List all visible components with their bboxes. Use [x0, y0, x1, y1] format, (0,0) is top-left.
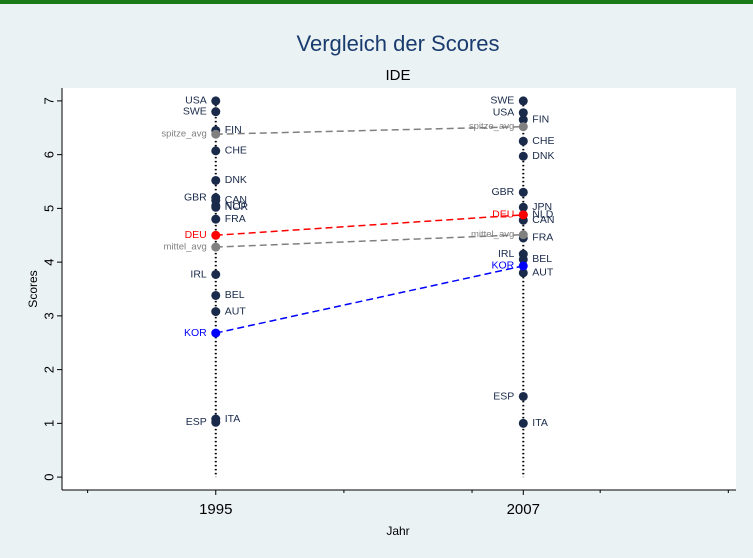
point-label: FRA — [532, 232, 553, 244]
point — [518, 418, 528, 428]
connector-line — [215, 233, 524, 248]
point-label: spitze_avg — [161, 129, 206, 140]
point-label: GBR — [492, 186, 515, 198]
point — [518, 391, 528, 401]
point-label: SWE — [183, 105, 207, 117]
x-tick-label: 1995 — [199, 501, 232, 518]
point-label: KOR — [492, 260, 515, 272]
point — [211, 307, 221, 317]
point-label: CHE — [532, 135, 554, 147]
point — [211, 230, 221, 240]
point-label: FIN — [532, 113, 549, 125]
point-label: AUT — [532, 267, 554, 279]
point — [518, 268, 528, 278]
point-label: ESP — [493, 390, 514, 402]
point-label: AUT — [225, 305, 247, 317]
connector-line — [215, 214, 524, 237]
point — [211, 202, 221, 212]
top-border — [0, 0, 753, 4]
y-tick-label: 3 — [41, 312, 56, 319]
point-label: FRA — [225, 213, 246, 225]
connector-line — [215, 125, 524, 135]
y-tick-label: 5 — [41, 205, 56, 212]
point — [518, 230, 528, 240]
point — [211, 269, 221, 279]
point-label: NLD — [532, 209, 553, 221]
point-label: DNK — [532, 150, 554, 162]
point — [211, 328, 221, 338]
point — [518, 96, 528, 106]
y-tick-label: 1 — [41, 420, 56, 427]
point-label: DEU — [492, 209, 514, 221]
connector-line — [215, 265, 524, 334]
point-label: CAN — [532, 214, 554, 226]
point-label: spitze_avg — [469, 121, 514, 132]
chart-subtitle: IDE — [385, 67, 410, 84]
y-tick-label: 0 — [41, 473, 56, 480]
x-tick-label: 2007 — [507, 501, 540, 518]
point-label: GBR — [184, 191, 207, 203]
point — [211, 107, 221, 117]
point — [518, 202, 528, 212]
point-label: KOR — [184, 327, 207, 339]
point — [518, 151, 528, 161]
plot-area — [62, 88, 736, 490]
y-axis-title: Scores — [26, 270, 40, 307]
x-axis-title: Jahr — [386, 524, 409, 538]
point-label: mittel_avg — [471, 229, 514, 240]
point-label: ITA — [532, 417, 548, 429]
point — [518, 122, 528, 132]
point-label: JPN — [532, 201, 552, 213]
point-label: CAN — [225, 194, 247, 206]
y-tick-label: 2 — [41, 366, 56, 373]
point-label: SWE — [490, 95, 514, 107]
point-label: FIN — [225, 124, 242, 136]
point-label: ITA — [225, 413, 241, 425]
point-label: DEU — [185, 229, 207, 241]
point-label: NLD — [225, 199, 246, 211]
point — [211, 175, 221, 185]
point — [518, 210, 528, 220]
point-label: NOR — [225, 201, 249, 213]
point — [211, 414, 221, 424]
point-label: ESP — [186, 416, 207, 428]
point-label: mittel_avg — [163, 242, 206, 253]
y-tick-label: 6 — [41, 151, 56, 158]
point — [518, 115, 528, 125]
point-label: BEL — [532, 253, 552, 265]
point — [518, 254, 528, 264]
point-label: DNK — [225, 174, 247, 186]
point — [518, 187, 528, 197]
point-label: CHE — [225, 145, 247, 157]
point — [518, 136, 528, 146]
y-tick-label: 4 — [41, 259, 56, 266]
point — [518, 108, 528, 118]
point — [211, 129, 221, 139]
point — [211, 146, 221, 156]
point-label: IRL — [498, 248, 515, 260]
point — [211, 290, 221, 300]
point-label: BEL — [225, 289, 245, 301]
y-tick-label: 7 — [41, 97, 56, 104]
point-label: USA — [185, 95, 207, 107]
point — [211, 96, 221, 106]
point — [518, 261, 528, 271]
point — [211, 214, 221, 224]
point — [211, 242, 221, 252]
point-label: IRL — [190, 268, 207, 280]
point-label: USA — [493, 107, 515, 119]
chart-title: Vergleich der Scores — [297, 31, 500, 56]
